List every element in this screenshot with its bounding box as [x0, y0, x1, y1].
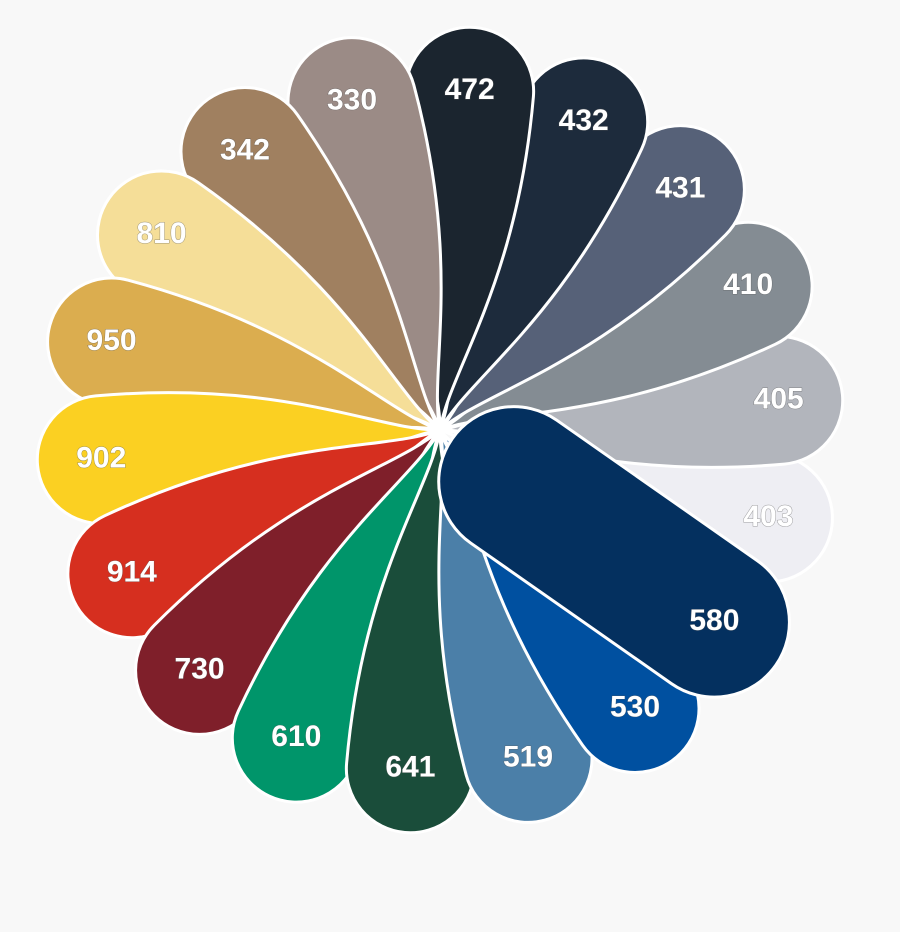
swatch-label: 472 [445, 73, 495, 106]
swatch-label: 431 [655, 172, 705, 205]
swatch-label: 730 [175, 652, 225, 685]
swatch-blade [437, 405, 791, 699]
swatch-label: 610 [271, 720, 321, 753]
swatch-label: 914 [107, 556, 157, 589]
swatch [437, 405, 791, 699]
swatch-label: 641 [385, 751, 435, 784]
swatch-label: 810 [136, 217, 186, 250]
swatch-label: 432 [559, 104, 609, 137]
swatch-label: 403 [743, 500, 793, 533]
swatch-label: 519 [503, 740, 553, 773]
swatch-label: 330 [327, 84, 377, 117]
swatch-label: 580 [689, 604, 739, 637]
swatch-label: 405 [754, 382, 804, 415]
swatch-label: 950 [87, 324, 137, 357]
swatch-label: 410 [723, 268, 773, 301]
swatch-label: 902 [76, 442, 126, 475]
swatch-label: 530 [610, 690, 660, 723]
swatch-label: 342 [220, 133, 270, 166]
